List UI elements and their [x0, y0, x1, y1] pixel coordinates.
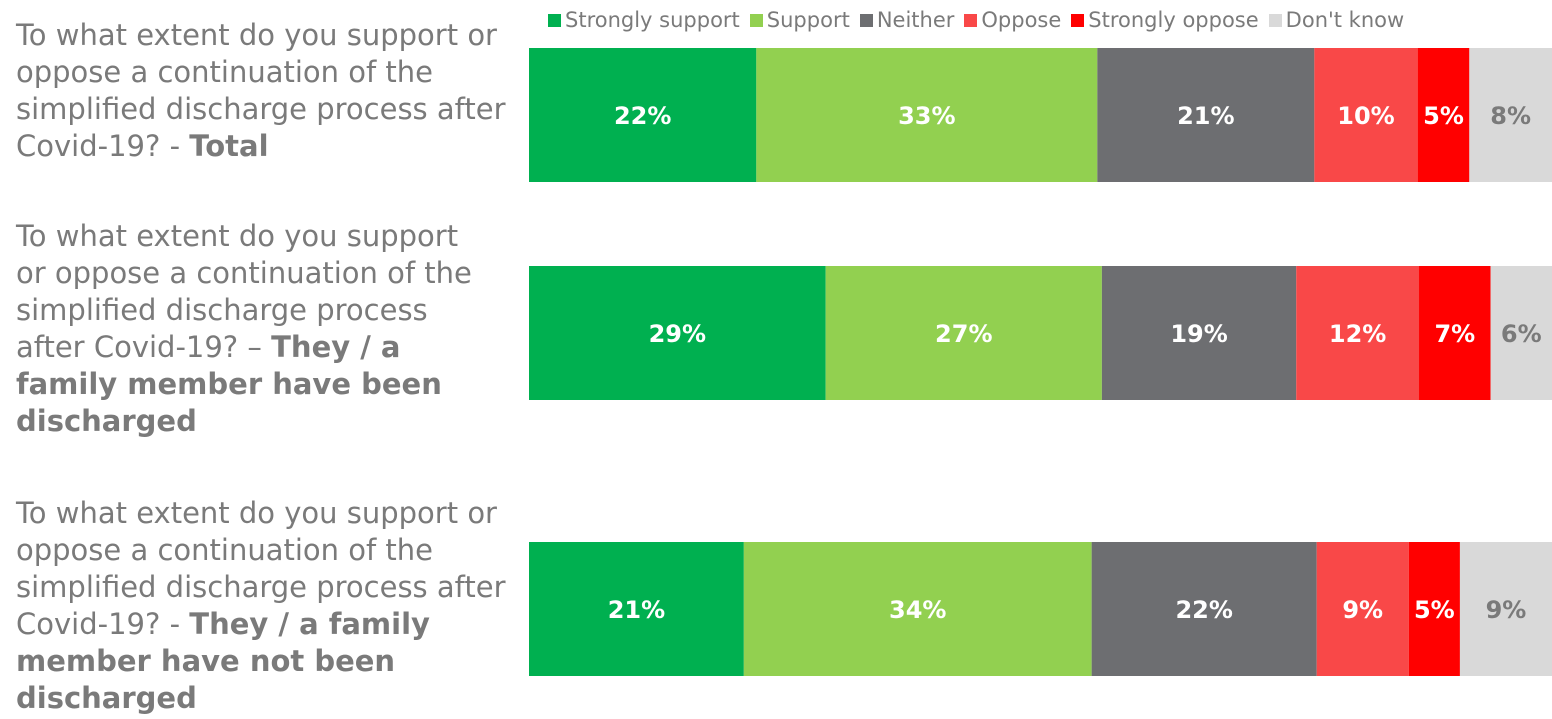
bar-segment: [825, 266, 1102, 400]
data-label: 27%: [935, 320, 992, 348]
row-label-group: They / a family member have not been dis…: [16, 607, 430, 715]
data-label: 9%: [1486, 596, 1527, 624]
row-label-discharged: To what extent do you support or oppose …: [16, 218, 476, 440]
row-label-question: To what extent do you support or oppose …: [16, 18, 506, 163]
data-label: 33%: [898, 102, 955, 130]
bar-segment: [1316, 542, 1409, 676]
row-label-group: They / a family member have been dischar…: [16, 330, 442, 438]
legend-item: Strongly oppose: [1071, 8, 1259, 32]
bar-segment: [743, 542, 1092, 676]
data-label: 34%: [889, 596, 946, 624]
data-label: 29%: [649, 320, 706, 348]
data-label: 21%: [608, 596, 665, 624]
bar-segment: [1314, 48, 1418, 182]
legend-swatch: [548, 13, 561, 27]
data-label: 12%: [1329, 320, 1386, 348]
row-label-group: Total: [189, 129, 269, 163]
data-label: 22%: [614, 102, 671, 130]
bar-segment: [1091, 542, 1317, 676]
bar-segment: [1419, 266, 1491, 400]
bar-segment: [1459, 542, 1552, 676]
legend-item: Strongly support: [548, 8, 740, 32]
row-label-question: To what extent do you support or oppose …: [16, 496, 506, 641]
legend-swatch: [749, 13, 763, 27]
bar-segment: [1490, 266, 1552, 400]
data-label: 8%: [1490, 102, 1531, 130]
legend-item: Oppose: [964, 8, 1061, 32]
bar-segment: [1296, 266, 1420, 400]
data-label: 5%: [1423, 102, 1464, 130]
legend-swatch: [1071, 13, 1085, 27]
legend-label: Strongly support: [565, 8, 740, 32]
row-label-question: To what extent do you support or oppose …: [16, 219, 472, 364]
row-label-total: To what extent do you support or oppose …: [16, 17, 521, 165]
legend-label: Oppose: [981, 8, 1062, 32]
data-label: 7%: [1434, 320, 1475, 348]
legend-swatch: [1268, 13, 1282, 27]
row-label-not-discharged: To what extent do you support or oppose …: [16, 495, 521, 717]
legend-item: Neither: [859, 8, 955, 32]
data-label: 5%: [1414, 596, 1455, 624]
chart-legend: Strongly support Support Neither Oppose Stro…: [548, 8, 1404, 32]
data-label: 22%: [1175, 596, 1232, 624]
bar-segment: [529, 542, 744, 676]
legend-item: Support: [749, 8, 850, 32]
bar-segment: [529, 48, 757, 182]
bar-segment: [1469, 48, 1552, 182]
legend-swatch: [964, 13, 978, 27]
bar-segment: [1417, 48, 1470, 182]
data-label: 9%: [1342, 596, 1383, 624]
legend-label: Support: [766, 8, 850, 32]
data-label: 10%: [1337, 102, 1394, 130]
bar-segment: [529, 266, 826, 400]
legend-swatch: [859, 13, 873, 27]
legend-item: Don't know: [1268, 8, 1405, 32]
legend-label: Neither: [876, 8, 955, 32]
legend-label: Don't know: [1285, 8, 1405, 32]
data-label: 6%: [1501, 320, 1542, 348]
data-label: 21%: [1177, 102, 1234, 130]
bar-segment: [1097, 48, 1315, 182]
bar-segment: [1101, 266, 1297, 400]
bar-segment: [756, 48, 1098, 182]
legend-label: Strongly oppose: [1088, 8, 1259, 32]
data-label: 19%: [1170, 320, 1227, 348]
bar-segment: [1408, 542, 1460, 676]
